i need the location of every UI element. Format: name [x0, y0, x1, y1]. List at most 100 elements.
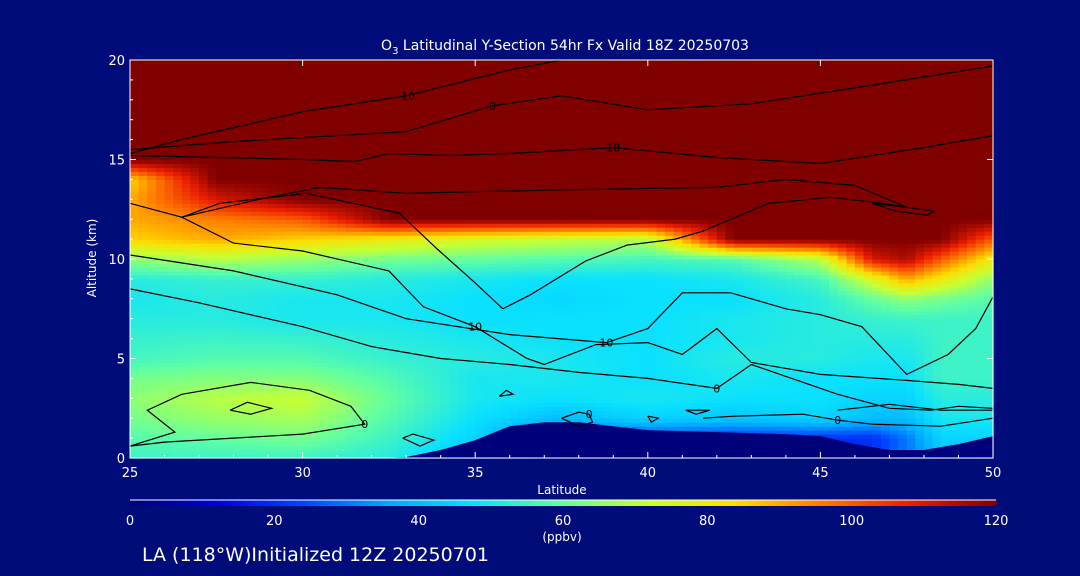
heatmap-cell — [466, 290, 476, 296]
heatmap-cell — [276, 251, 286, 256]
heatmap-cell — [363, 430, 373, 435]
heatmap-cell — [440, 171, 450, 177]
heatmap-cell — [199, 318, 209, 324]
heatmap-cell — [224, 211, 235, 216]
heatmap-cell — [552, 251, 563, 256]
heatmap-cell — [293, 143, 304, 149]
heatmap-cell — [337, 115, 347, 121]
heatmap-cell — [449, 302, 459, 308]
heatmap-cell — [414, 394, 425, 399]
heatmap-cell — [164, 135, 174, 141]
heatmap-cell — [345, 179, 355, 184]
heatmap-cell — [311, 79, 321, 85]
heatmap-cell — [302, 195, 312, 200]
heatmap-cell — [449, 394, 459, 399]
heatmap-cell — [423, 418, 433, 423]
heatmap-cell — [216, 255, 226, 260]
heatmap-cell — [250, 223, 261, 228]
heatmap-cell — [354, 107, 364, 113]
heatmap-cell — [501, 282, 511, 288]
heatmap-cell — [268, 282, 278, 288]
heatmap-cell — [242, 266, 252, 272]
heatmap-cell — [440, 282, 450, 288]
heatmap-cell — [293, 167, 304, 173]
heatmap-cell — [363, 75, 373, 81]
heatmap-cell — [276, 282, 286, 288]
heatmap-cell — [457, 159, 468, 165]
heatmap-cell — [138, 294, 148, 300]
heatmap-cell — [371, 374, 381, 379]
heatmap-cell — [449, 83, 459, 89]
heatmap-cell — [414, 87, 425, 93]
heatmap-cell — [173, 95, 183, 101]
heatmap-cell — [397, 163, 407, 169]
heatmap-cell — [337, 199, 347, 204]
heatmap-cell — [173, 434, 183, 439]
heatmap-cell — [363, 282, 373, 288]
heatmap-cell — [526, 235, 537, 240]
heatmap-cell — [345, 107, 355, 113]
heatmap-cell — [466, 430, 476, 435]
heatmap-cell — [354, 430, 364, 435]
heatmap-cell — [216, 163, 226, 169]
heatmap-cell — [190, 183, 200, 188]
heatmap-cell — [501, 171, 511, 177]
heatmap-cell — [483, 215, 494, 220]
heatmap-cell — [311, 71, 321, 77]
heatmap-cell — [319, 342, 330, 348]
heatmap-cell — [293, 322, 304, 328]
heatmap-cell — [397, 402, 407, 407]
heatmap-cell — [535, 302, 545, 308]
heatmap-cell — [466, 235, 476, 240]
heatmap-cell — [224, 378, 235, 383]
heatmap-cell — [406, 402, 416, 407]
heatmap-cell — [337, 270, 347, 276]
heatmap-cell — [311, 382, 321, 387]
heatmap-cell — [302, 342, 312, 348]
heatmap-cell — [311, 286, 321, 292]
heatmap-cell — [276, 342, 286, 348]
heatmap-cell — [233, 298, 243, 304]
heatmap-cell — [199, 354, 209, 360]
heatmap-cell — [380, 290, 390, 296]
heatmap-cell — [181, 243, 192, 248]
heatmap-cell — [164, 243, 174, 248]
heatmap-cell — [552, 87, 563, 93]
heatmap-cell — [259, 235, 269, 240]
heatmap-cell — [363, 211, 373, 216]
heatmap-cell — [535, 203, 545, 208]
heatmap-cell — [259, 239, 269, 244]
heatmap-cell — [130, 119, 140, 125]
heatmap-cell — [285, 139, 295, 145]
heatmap-cell — [224, 430, 235, 435]
heatmap-cell — [345, 430, 355, 435]
heatmap-cell — [397, 143, 407, 149]
heatmap-cell — [138, 127, 148, 133]
heatmap-cell — [457, 207, 468, 212]
heatmap-cell — [526, 231, 537, 236]
heatmap-cell — [397, 131, 407, 137]
heatmap-cell — [544, 243, 554, 248]
heatmap-cell — [276, 438, 286, 443]
heatmap-cell — [130, 334, 140, 340]
heatmap-cell — [423, 91, 433, 97]
heatmap-cell — [501, 262, 511, 268]
heatmap-cell — [164, 326, 174, 332]
heatmap-cell — [233, 95, 243, 101]
heatmap-cell — [354, 139, 364, 145]
heatmap-cell — [388, 454, 399, 459]
heatmap-cell — [483, 414, 494, 419]
heatmap-cell — [423, 99, 433, 105]
heatmap-cell — [242, 278, 252, 284]
heatmap-cell — [268, 426, 278, 431]
heatmap-cell — [259, 227, 269, 232]
heatmap-cell — [501, 155, 511, 161]
heatmap-cell — [173, 390, 183, 395]
heatmap-cell — [181, 370, 192, 376]
heatmap-cell — [276, 255, 286, 260]
heatmap-cell — [440, 426, 450, 431]
heatmap-cell — [138, 318, 148, 324]
heatmap-cell — [475, 274, 485, 280]
heatmap-cell — [423, 103, 433, 109]
heatmap-cell — [242, 358, 252, 364]
